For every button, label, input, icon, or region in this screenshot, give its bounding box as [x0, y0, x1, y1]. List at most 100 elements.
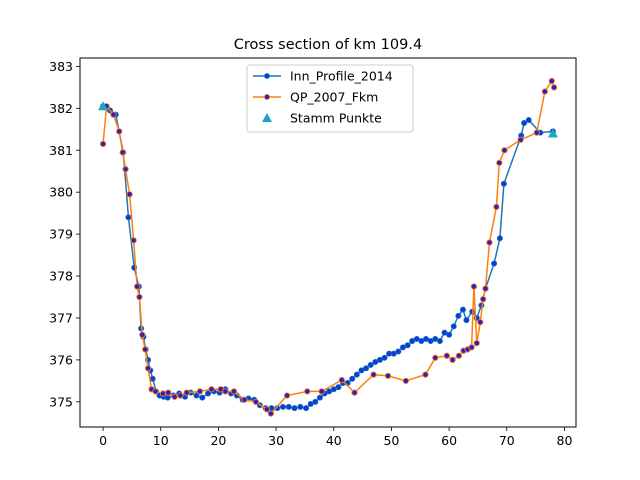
point-qp-2007-fkm — [338, 376, 345, 384]
point-stamm-punkte — [98, 101, 109, 111]
point-qp-2007-fkm — [208, 386, 215, 393]
point-qp-2007-fkm — [443, 352, 450, 359]
legend-marker-stamm-punkte — [262, 113, 272, 122]
point-qp-2007-fkm — [136, 293, 143, 301]
x-tick-label: 50 — [383, 433, 399, 448]
x-tick-label: 10 — [153, 433, 169, 448]
point-qp-2007-fkm — [267, 410, 275, 417]
point-inn-profile-2014 — [303, 405, 310, 412]
plot-frame — [79, 57, 577, 428]
point-qp-2007-fkm — [432, 354, 439, 361]
x-tick-label: 40 — [326, 433, 342, 448]
point-qp-2007-fkm — [99, 140, 107, 148]
point-qp-2007-fkm — [486, 239, 493, 246]
point-qp-2007-fkm — [116, 128, 123, 135]
point-qp-2007-fkm — [473, 339, 480, 347]
point-inn-profile-2014 — [280, 403, 287, 410]
legend-label-stamm-punkte: Stamm Punkte — [290, 111, 382, 126]
point-inn-profile-2014 — [525, 117, 532, 124]
point-qp-2007-fkm — [533, 129, 540, 136]
point-qp-2007-fkm — [119, 149, 126, 156]
x-tick-label: 80 — [557, 433, 573, 448]
point-qp-2007-fkm — [144, 365, 152, 372]
x-tick-label: 60 — [441, 433, 457, 448]
point-inn-profile-2014 — [404, 342, 411, 349]
point-qp-2007-fkm — [493, 203, 500, 211]
point-inn-profile-2014 — [335, 384, 342, 391]
point-qp-2007-fkm — [133, 283, 141, 290]
point-qp-2007-fkm — [402, 377, 410, 385]
point-qp-2007-fkm — [183, 389, 190, 396]
point-inn-profile-2014 — [463, 317, 470, 324]
x-tick-label: 0 — [99, 433, 107, 448]
series-stamm-punkte — [98, 101, 558, 138]
legend-marker-qp-2007 — [263, 94, 270, 101]
point-inn-profile-2014 — [491, 260, 498, 267]
series-qp-2007-fkm — [99, 77, 558, 417]
point-qp-2007-fkm — [455, 352, 463, 359]
point-qp-2007-fkm — [283, 392, 291, 399]
point-qp-2007-fkm — [422, 371, 429, 378]
point-inn-profile-2014 — [205, 390, 212, 397]
point-qp-2007-fkm — [548, 77, 555, 85]
y-tick-label: 380 — [49, 185, 73, 200]
point-qp-2007-fkm — [139, 331, 146, 338]
point-inn-profile-2014 — [193, 392, 200, 399]
point-qp-2007-fkm — [222, 388, 229, 395]
point-qp-2007-fkm — [517, 136, 524, 143]
point-qp-2007-fkm — [142, 346, 149, 353]
point-qp-2007-fkm — [230, 388, 238, 395]
point-qp-2007-fkm — [304, 388, 311, 395]
series-layer — [98, 77, 558, 417]
point-qp-2007-fkm — [477, 319, 484, 326]
point-qp-2007-fkm — [171, 393, 178, 400]
legend-label-inn-profile: Inn_Profile_2014 — [290, 69, 393, 84]
point-qp-2007-fkm — [449, 356, 456, 364]
point-qp-2007-fkm — [479, 295, 487, 303]
point-qp-2007-fkm — [496, 159, 503, 166]
axes: 0 10 20 30 40 50 60 70 80 375 376 377 378 379 380 381 38… — [49, 59, 572, 448]
legend-label-qp-2007: QP_2007_Fkm — [290, 90, 378, 105]
point-inn-profile-2014 — [316, 394, 323, 401]
y-tick-label: 381 — [49, 143, 73, 158]
y-tick-label: 377 — [49, 310, 73, 325]
point-inn-profile-2014 — [125, 214, 132, 221]
chart-title: Cross section of km 109.4 — [234, 37, 422, 53]
point-inn-profile-2014 — [496, 235, 503, 242]
legend-box — [246, 64, 414, 133]
y-tick-label: 379 — [49, 227, 73, 242]
point-stamm-punkte — [547, 128, 558, 138]
point-qp-2007-fkm — [122, 165, 129, 173]
legend: Inn_Profile_2014 QP_2007_Fkm Stamm Punkt… — [246, 64, 414, 133]
point-qp-2007-fkm — [263, 406, 271, 413]
point-qp-2007-fkm — [370, 371, 377, 378]
point-inn-profile-2014 — [164, 394, 171, 401]
point-qp-2007-fkm — [252, 398, 260, 405]
point-inn-profile-2014 — [436, 338, 443, 345]
point-inn-profile-2014 — [199, 394, 206, 401]
point-qp-2007-fkm — [130, 237, 137, 244]
point-inn-profile-2014 — [367, 361, 374, 368]
point-qp-2007-fkm — [241, 396, 248, 403]
point-inn-profile-2014 — [363, 365, 370, 372]
point-qp-2007-fkm — [482, 285, 489, 292]
point-inn-profile-2014 — [450, 323, 457, 330]
point-inn-profile-2014 — [395, 348, 402, 355]
y-tick-label: 378 — [49, 269, 73, 284]
point-inn-profile-2014 — [446, 331, 453, 338]
point-qp-2007-fkm — [550, 84, 558, 91]
point-inn-profile-2014 — [291, 405, 298, 412]
point-qp-2007-fkm — [177, 392, 184, 399]
point-qp-2007-fkm — [110, 111, 117, 118]
point-inn-profile-2014 — [455, 312, 462, 319]
point-qp-2007-fkm — [501, 147, 508, 154]
point-inn-profile-2014 — [349, 375, 356, 382]
point-qp-2007-fkm — [196, 388, 204, 395]
y-tick-label: 375 — [49, 394, 73, 409]
point-inn-profile-2014 — [285, 403, 292, 410]
x-tick-label: 70 — [499, 433, 515, 448]
point-qp-2007-fkm — [165, 389, 172, 396]
point-inn-profile-2014 — [500, 180, 507, 187]
point-inn-profile-2014 — [312, 398, 319, 405]
